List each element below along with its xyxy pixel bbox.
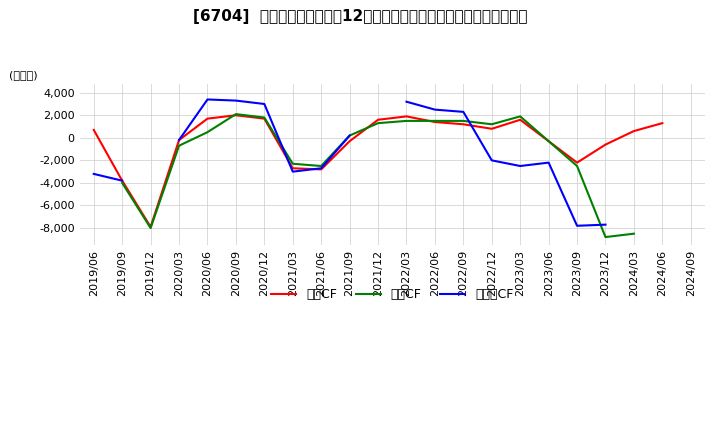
営業CF bbox=[118, 178, 127, 183]
営業CF bbox=[487, 126, 496, 132]
Y-axis label: (百万円): (百万円) bbox=[9, 70, 37, 81]
投資CF bbox=[516, 114, 525, 119]
Line: 投資CF: 投資CF bbox=[122, 114, 634, 237]
営業CF bbox=[175, 137, 184, 143]
Text: [6704]  キャッシュフローの12か月移動合計の対前年同期増減額の推移: [6704] キャッシュフローの12か月移動合計の対前年同期増減額の推移 bbox=[193, 9, 527, 24]
投資CF bbox=[260, 115, 269, 120]
投資CF bbox=[289, 161, 297, 166]
投資CF bbox=[402, 118, 411, 124]
営業CF bbox=[431, 119, 439, 125]
フリーCF bbox=[89, 171, 98, 176]
Line: 営業CF: 営業CF bbox=[94, 115, 662, 227]
営業CF bbox=[146, 224, 155, 230]
営業CF bbox=[289, 165, 297, 171]
投資CF bbox=[572, 163, 581, 169]
投資CF bbox=[232, 111, 240, 117]
営業CF bbox=[402, 114, 411, 119]
投資CF bbox=[544, 139, 553, 144]
営業CF bbox=[459, 121, 468, 127]
投資CF bbox=[146, 225, 155, 231]
投資CF bbox=[346, 133, 354, 138]
営業CF bbox=[629, 128, 638, 134]
投資CF bbox=[459, 118, 468, 124]
営業CF bbox=[346, 139, 354, 144]
投資CF bbox=[487, 121, 496, 127]
投資CF bbox=[629, 231, 638, 236]
Line: フリーCF: フリーCF bbox=[94, 174, 122, 181]
営業CF bbox=[203, 116, 212, 121]
営業CF bbox=[232, 113, 240, 118]
投資CF bbox=[431, 118, 439, 124]
投資CF bbox=[175, 143, 184, 148]
投資CF bbox=[118, 180, 127, 186]
営業CF bbox=[317, 167, 325, 172]
営業CF bbox=[374, 117, 382, 122]
営業CF bbox=[89, 127, 98, 132]
営業CF bbox=[658, 121, 667, 126]
営業CF bbox=[544, 139, 553, 144]
営業CF bbox=[516, 117, 525, 122]
フリーCF bbox=[118, 178, 127, 183]
投資CF bbox=[203, 129, 212, 135]
投資CF bbox=[317, 163, 325, 169]
投資CF bbox=[601, 235, 610, 240]
営業CF bbox=[260, 116, 269, 121]
営業CF bbox=[572, 160, 581, 165]
営業CF bbox=[601, 142, 610, 147]
投資CF bbox=[374, 121, 382, 126]
Legend: 営業CF, 投資CF, フリーCF: 営業CF, 投資CF, フリーCF bbox=[266, 283, 518, 306]
